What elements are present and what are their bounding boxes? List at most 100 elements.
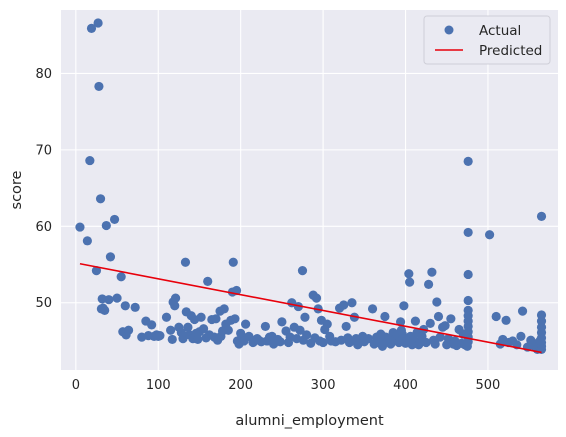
data-point [440, 321, 450, 331]
data-point [198, 324, 209, 334]
data-point [147, 320, 157, 330]
data-point [501, 315, 511, 325]
data-point [491, 311, 501, 322]
data-point [95, 194, 106, 204]
data-point [410, 316, 421, 326]
data-point [130, 302, 140, 312]
data-point [347, 298, 357, 308]
data-point [100, 305, 110, 315]
data-point [211, 314, 221, 324]
data-point [170, 301, 180, 311]
data-point [91, 266, 102, 276]
data-point [516, 331, 526, 341]
x-tick-label: 0 [72, 378, 80, 393]
x-tick-label: 500 [476, 378, 501, 393]
data-point [180, 257, 191, 267]
data-point [367, 304, 378, 314]
prediction-line [79, 262, 542, 354]
data-point [405, 277, 415, 287]
data-point [260, 321, 271, 332]
data-point [432, 297, 442, 307]
data-point [363, 334, 374, 344]
x-tick-label: 300 [311, 378, 336, 393]
predicted-line-path [79, 262, 542, 354]
legend-predicted-label: Predicted [479, 43, 542, 59]
y-tick-label: 70 [35, 143, 52, 158]
data-point [463, 269, 473, 280]
data-point [112, 293, 122, 303]
x-tick-labels: 0 100 200 300 400 500 [72, 378, 501, 393]
data-point [404, 269, 414, 279]
data-point [241, 319, 251, 329]
data-point [85, 155, 95, 166]
data-point [196, 312, 206, 322]
y-tick-label: 80 [35, 67, 52, 82]
data-point [399, 301, 409, 311]
data-point [430, 339, 440, 349]
data-point [101, 220, 111, 231]
data-point [463, 295, 473, 306]
data-point [423, 279, 434, 289]
data-point [75, 222, 85, 232]
data-point [433, 311, 444, 322]
data-point [300, 312, 310, 322]
data-point [203, 276, 213, 286]
x-tick-label: 100 [146, 378, 171, 393]
data-point [463, 227, 473, 238]
data-point [517, 306, 528, 316]
legend: Actual Predicted [423, 15, 551, 65]
data-point [341, 321, 351, 332]
data-point [223, 325, 233, 335]
data-point [302, 330, 312, 340]
y-tick-label: 50 [35, 296, 52, 311]
data-point [105, 252, 116, 262]
scatter-points [75, 18, 547, 354]
data-point [123, 325, 134, 335]
data-point [94, 81, 104, 92]
data-point [116, 272, 126, 282]
data-point [166, 325, 176, 335]
data-point [82, 236, 92, 246]
data-point [230, 314, 240, 324]
data-point [463, 156, 473, 166]
data-point [120, 301, 130, 311]
data-point [228, 257, 238, 267]
data-point [435, 332, 445, 342]
x-axis-label: alumni_employment [235, 413, 384, 429]
data-point [275, 337, 285, 347]
data-point [170, 293, 181, 303]
data-point [86, 23, 97, 33]
legend-box [423, 15, 551, 65]
data-point [380, 311, 390, 322]
data-point [311, 293, 322, 303]
data-point [167, 334, 177, 345]
legend-actual-label: Actual [479, 23, 521, 39]
data-point [484, 230, 495, 240]
data-point [322, 319, 332, 329]
y-tick-labels: 50 60 70 80 [35, 67, 52, 311]
data-point [219, 304, 229, 314]
x-tick-label: 200 [228, 378, 253, 393]
data-point [104, 295, 114, 305]
plot-background [61, 10, 558, 370]
data-point [318, 337, 328, 348]
data-point [295, 325, 305, 335]
data-point [193, 334, 203, 345]
data-point [109, 214, 120, 225]
data-point [425, 318, 435, 328]
data-point [427, 267, 437, 277]
x-tick-label: 400 [393, 378, 418, 393]
data-point [293, 301, 303, 312]
y-tick-label: 60 [35, 220, 52, 235]
data-point [536, 211, 547, 221]
grid [61, 10, 558, 370]
legend-actual-marker [444, 25, 454, 35]
data-point [297, 266, 308, 276]
data-point [161, 312, 172, 322]
data-point [93, 18, 103, 28]
data-point [339, 300, 349, 310]
data-point [446, 314, 456, 324]
y-axis-label: score [9, 170, 25, 209]
data-point [183, 322, 193, 332]
